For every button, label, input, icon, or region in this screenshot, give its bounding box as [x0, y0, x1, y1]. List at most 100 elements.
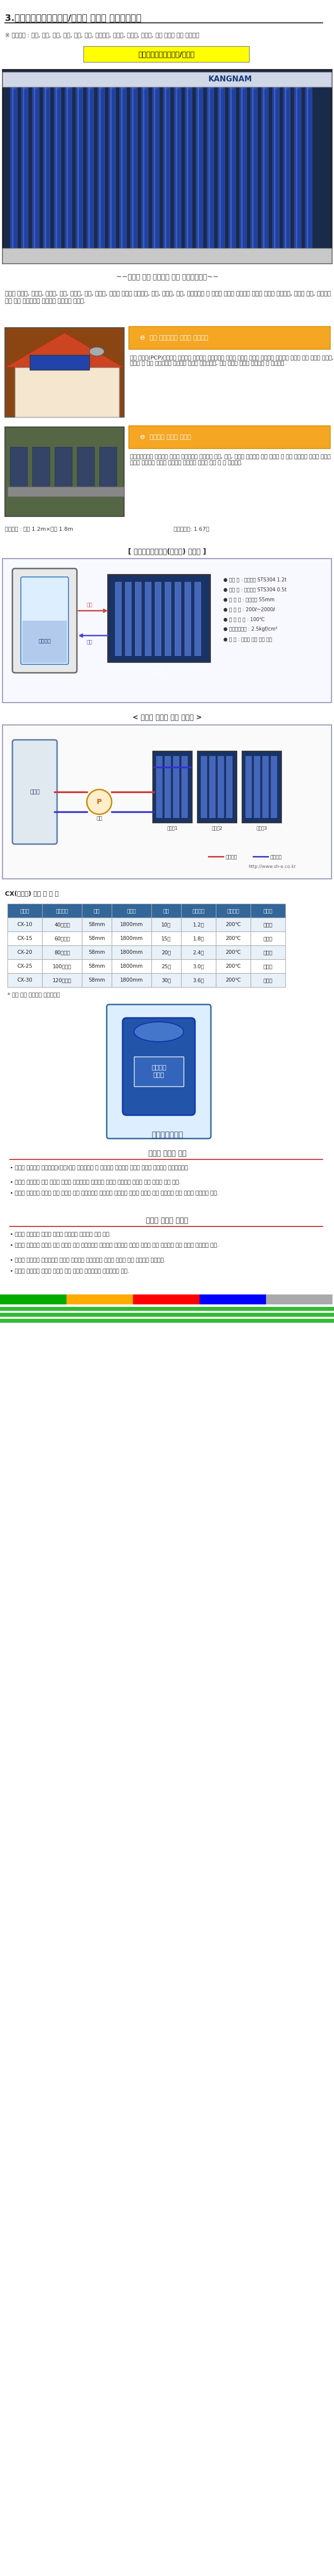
Text: 15개: 15개 [161, 935, 171, 940]
Bar [7, 974, 42, 987]
Text: 58mm: 58mm [89, 963, 105, 969]
Text: 태양열 온수기 특장점: 태양열 온수기 특장점 [146, 1216, 188, 1224]
Bar [181, 974, 216, 987]
Bar [112, 958, 151, 974]
Bar [250, 945, 285, 958]
Bar [307, 85, 308, 252]
Bar [240, 85, 246, 252]
Text: 우레탄: 우레탄 [263, 963, 273, 969]
Bar [250, 85, 258, 252]
Text: • 태양열 집열기는 독립적으로 장착된 진공관은 개별적으로 교체가 가능해 유지 보수비가 절감된다.: • 태양열 집열기는 독립적으로 장착된 진공관은 개별적으로 교체가 가능해 … [10, 1257, 166, 1262]
Bar [254, 757, 260, 817]
Text: 우레탄: 우레탄 [263, 979, 273, 981]
Bar [54, 85, 61, 252]
Ellipse shape [54, 80, 61, 90]
Text: 모델명: 모델명 [20, 909, 29, 912]
Circle shape [87, 788, 112, 814]
Bar [196, 85, 203, 252]
Bar [207, 85, 214, 252]
Bar [99, 446, 117, 487]
Text: 2.4㎡: 2.4㎡ [193, 951, 204, 956]
Text: 우레탄: 우레탄 [263, 951, 273, 956]
FancyBboxPatch shape [5, 327, 124, 417]
Bar [156, 757, 162, 817]
Bar [185, 582, 191, 654]
Text: 펌프: 펌프 [96, 814, 102, 819]
Text: 메니폴더히트파이프형/수관형: 메니폴더히트파이프형/수관형 [138, 52, 194, 57]
Ellipse shape [109, 80, 116, 90]
Text: * 위에 표를 참조해서 설치하세요: * 위에 표를 참조해서 설치하세요 [7, 992, 60, 997]
Bar [66, 1296, 133, 1303]
Ellipse shape [185, 80, 192, 90]
Text: 40㎡이하: 40㎡이하 [54, 922, 70, 927]
Text: • 태양열 집열기는 진공관 구조로 되어있어 열손실이 매우 적다.: • 태양열 집열기는 진공관 구조로 되어있어 열손실이 매우 적다. [10, 1231, 111, 1236]
Text: CX-30: CX-30 [17, 979, 32, 981]
Ellipse shape [65, 80, 72, 90]
Text: 200℃: 200℃ [225, 935, 241, 940]
Text: 1800mm: 1800mm [120, 922, 143, 927]
Text: CX-15: CX-15 [17, 935, 32, 940]
Bar [305, 85, 312, 252]
Ellipse shape [196, 80, 203, 90]
Bar [10, 85, 17, 252]
Text: 3.0㎡: 3.0㎡ [193, 963, 204, 969]
Text: 80㎡이하: 80㎡이하 [54, 951, 70, 956]
Text: 1800mm: 1800mm [120, 935, 143, 940]
Bar [43, 85, 50, 252]
Bar [152, 85, 159, 252]
Bar [109, 85, 116, 252]
Bar [229, 85, 236, 252]
Bar [0, 1314, 334, 1316]
Bar [151, 945, 181, 958]
Bar [165, 582, 171, 654]
Bar [175, 582, 181, 654]
Bar [121, 85, 123, 252]
Ellipse shape [131, 80, 138, 90]
Text: 1.8㎡: 1.8㎡ [193, 935, 204, 940]
Bar [7, 487, 124, 497]
Text: 관수: 관수 [163, 909, 169, 912]
Bar [181, 917, 216, 933]
Text: < 태양열 집열기 배관 연결도 >: < 태양열 집열기 배관 연결도 > [133, 714, 202, 721]
Bar [208, 85, 210, 252]
Text: • 태양열 집열기는 기존의 집열 방식이 아닌 히트파이프 방식으로 설계되어 집열기 내부로 물이 들어가지 않아 동파의 위험성이 없다.: • 태양열 집열기는 기존의 집열 방식이 아닌 히트파이프 방식으로 설계되어… [10, 1190, 219, 1195]
Bar [250, 904, 285, 917]
Bar [143, 85, 144, 252]
Bar [55, 85, 57, 252]
Text: 20개: 20개 [161, 951, 171, 956]
Text: ⊖  경제적인 태양열 온수기: ⊖ 경제적인 태양열 온수기 [140, 433, 191, 440]
Bar [112, 917, 151, 933]
Bar [216, 945, 250, 958]
Text: 200℃: 200℃ [225, 951, 241, 956]
Text: 설치면적 : 가로 1.2m×세로 1.8m: 설치면적 : 가로 1.2m×세로 1.8m [5, 526, 73, 531]
FancyBboxPatch shape [197, 752, 237, 822]
Bar [241, 85, 243, 252]
Ellipse shape [305, 80, 312, 90]
Bar [66, 85, 68, 252]
Text: 3.메니폴더히트파이프형/수관형 진공관 태양열온수기: 3.메니폴더히트파이프형/수관형 진공관 태양열온수기 [5, 13, 141, 23]
Text: 100㎡이하: 100㎡이하 [52, 963, 71, 969]
Text: 200℃: 200℃ [225, 963, 241, 969]
FancyBboxPatch shape [129, 327, 330, 350]
Bar [112, 945, 151, 958]
Bar [42, 917, 82, 933]
Text: ● 내부 통 : 스텐레스 STS304 1.2t: ● 내부 통 : 스텐레스 STS304 1.2t [223, 577, 287, 582]
Text: CX-10: CX-10 [17, 922, 32, 927]
Bar [194, 582, 200, 654]
Bar [154, 85, 155, 252]
Bar [125, 582, 131, 654]
Bar [285, 85, 286, 252]
Bar [76, 85, 83, 252]
Text: 산업용 온수기, 수영장, 양어장, 온실, 목욕탕, 공장, 기숙사, 가정용 온수기 전원주택, 단독, 다세대, 연립, 팬션하우스 등 온수가 필요한 : 산업용 온수기, 수영장, 양어장, 온실, 목욕탕, 공장, 기숙사, 가정용… [5, 291, 331, 304]
Ellipse shape [152, 80, 159, 90]
Bar [45, 85, 46, 252]
Text: 58mm: 58mm [89, 979, 105, 981]
Text: 관길이: 관길이 [127, 909, 136, 912]
Bar [218, 757, 224, 817]
Text: 세한전기
에너지: 세한전기 에너지 [151, 1064, 166, 1079]
Text: ● 최 고 온 도 : 100℃: ● 최 고 온 도 : 100℃ [223, 616, 265, 621]
Bar [12, 85, 13, 252]
Text: 태양열면적: 1.67㎡: 태양열면적: 1.67㎡ [174, 526, 209, 531]
Text: 우레탄: 우레탄 [263, 922, 273, 927]
Bar [151, 933, 181, 945]
